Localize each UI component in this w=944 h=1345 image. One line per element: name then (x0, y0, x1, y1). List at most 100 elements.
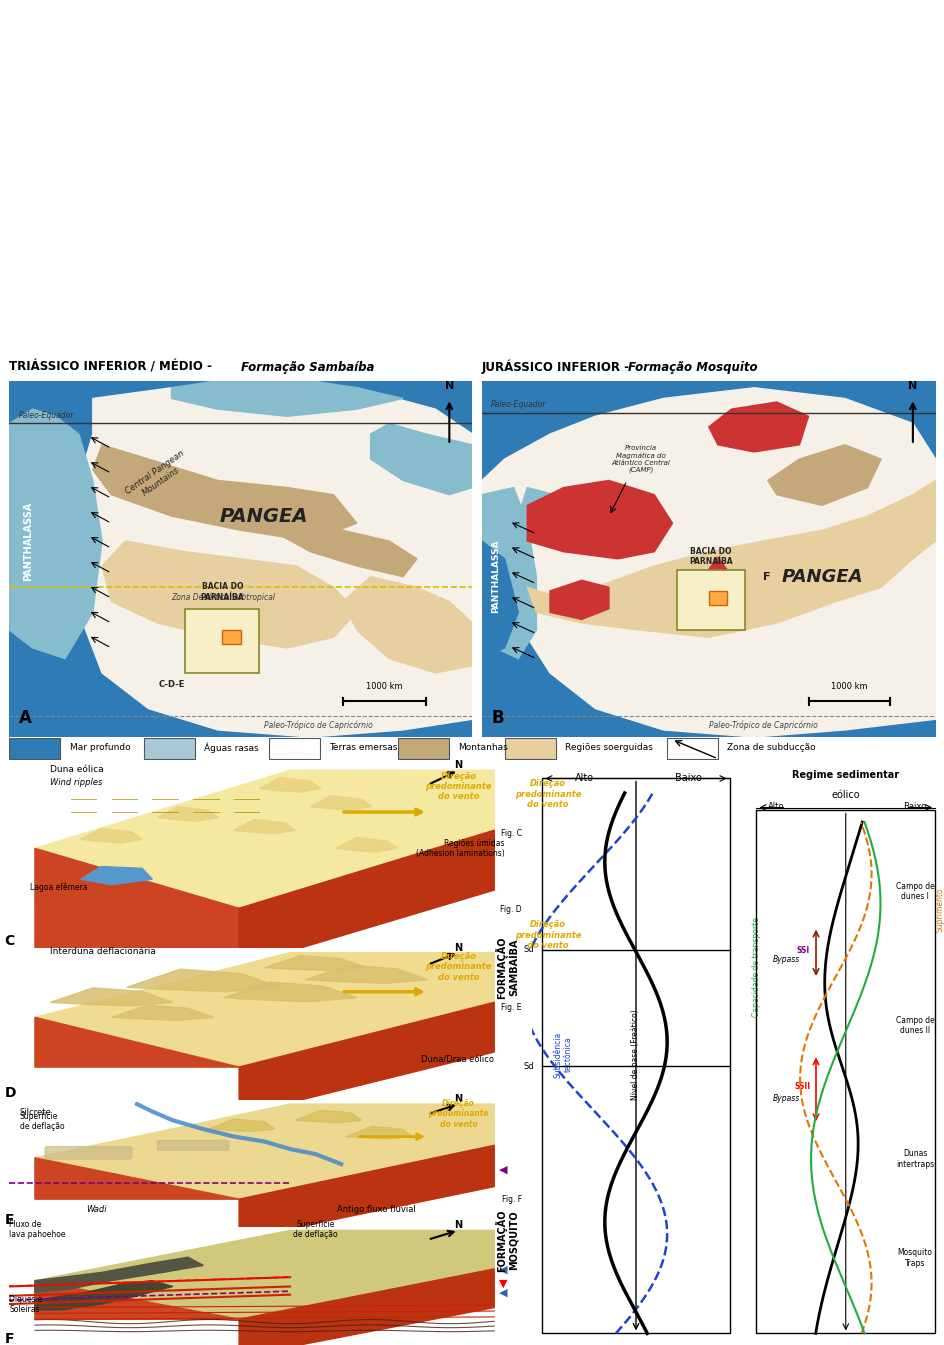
Polygon shape (708, 402, 808, 452)
Text: SSI: SSI (795, 946, 809, 955)
Polygon shape (35, 1104, 494, 1200)
Text: Interduna deflacionária: Interduna deflacionária (50, 947, 156, 956)
Text: Duna/Draa eólico: Duna/Draa eólico (421, 1056, 494, 1064)
Text: Província
Magmática do
Atlântico Central
(CAMP): Província Magmática do Atlântico Central… (611, 445, 669, 473)
Text: Fluxo de
lava pahoehoe: Fluxo de lava pahoehoe (9, 1220, 66, 1239)
Text: Campo de
dunes I: Campo de dunes I (895, 882, 934, 901)
Polygon shape (35, 771, 494, 908)
Text: Central Pangean
Mountains: Central Pangean Mountains (124, 449, 192, 504)
Text: Regiões soerguidas: Regiões soerguidas (565, 744, 652, 752)
Bar (9, 738, 60, 759)
Bar (708, 590, 726, 605)
Polygon shape (305, 966, 428, 983)
Bar (268, 738, 319, 759)
Polygon shape (35, 1280, 173, 1310)
Text: Terras emersas: Terras emersas (329, 744, 396, 752)
Text: Sd: Sd (523, 946, 533, 955)
Text: Nível de base (Freático): Nível de base (Freático) (631, 1009, 640, 1100)
Text: Paleo-Equador: Paleo-Equador (491, 401, 546, 409)
Text: Regime sedimentar: Regime sedimentar (791, 769, 899, 780)
Polygon shape (549, 506, 663, 551)
Text: E: E (5, 1213, 14, 1227)
Polygon shape (50, 987, 173, 1006)
Text: Direção
predominante
do vento: Direção predominante do vento (425, 772, 491, 802)
Text: ▼: ▼ (498, 1279, 507, 1289)
Text: F: F (5, 1332, 14, 1345)
Text: N: N (454, 1093, 462, 1104)
Polygon shape (239, 830, 494, 966)
Polygon shape (111, 1005, 213, 1021)
Text: ◀: ◀ (498, 1289, 507, 1298)
Bar (486, 1112, 502, 1333)
Text: Alto: Alto (574, 772, 593, 783)
Polygon shape (346, 1127, 413, 1139)
Text: FORMAÇÃO
SAMBAÍBA: FORMAÇÃO SAMBAÍBA (495, 936, 518, 998)
Text: JURÁSSICO INFERIOR -: JURÁSSICO INFERIOR - (481, 359, 633, 374)
Text: Sd: Sd (523, 1061, 533, 1071)
Text: Direção
predominante
do vento: Direção predominante do vento (425, 952, 491, 982)
Text: Direção
predominante
do vento: Direção predominante do vento (514, 920, 581, 950)
Text: Dunas
intertraps: Dunas intertraps (895, 1150, 934, 1169)
Text: N: N (454, 1220, 462, 1231)
Polygon shape (35, 849, 239, 966)
Polygon shape (239, 1268, 494, 1345)
Text: N: N (454, 943, 462, 952)
Text: Lagoa efêmera: Lagoa efêmera (30, 882, 88, 892)
Polygon shape (343, 577, 472, 672)
Text: Alto: Alto (767, 802, 784, 811)
Polygon shape (481, 541, 517, 659)
Text: BACIA DO
PARNAÍBA: BACIA DO PARNAÍBA (200, 582, 244, 601)
Text: Águas rasas: Águas rasas (204, 742, 259, 753)
Text: Paleo-Equador: Paleo-Equador (19, 412, 74, 420)
Text: Direção
predominante
do vento: Direção predominante do vento (428, 1099, 488, 1128)
Polygon shape (311, 796, 371, 810)
Polygon shape (126, 970, 279, 991)
Text: Montanhas: Montanhas (458, 744, 508, 752)
Text: Fig. C: Fig. C (500, 829, 521, 838)
Polygon shape (527, 480, 672, 558)
Polygon shape (35, 1017, 239, 1067)
Text: B: B (491, 709, 503, 726)
Bar (676, 569, 744, 629)
Text: SSII: SSII (793, 1083, 809, 1091)
Polygon shape (517, 487, 563, 530)
Polygon shape (370, 424, 472, 495)
Text: Fig. F: Fig. F (501, 1196, 521, 1204)
Text: F: F (763, 572, 770, 581)
Bar (185, 609, 260, 672)
Polygon shape (70, 381, 472, 737)
Polygon shape (549, 580, 608, 620)
Bar (143, 738, 194, 759)
Text: Mar profundo: Mar profundo (70, 744, 130, 752)
Polygon shape (260, 777, 320, 792)
Text: Regiões úmidas
(Adhesion laminations): Regiões úmidas (Adhesion laminations) (415, 839, 504, 858)
Polygon shape (295, 1111, 362, 1123)
Polygon shape (224, 982, 356, 1002)
Text: Bypass: Bypass (772, 955, 799, 963)
Bar (222, 629, 241, 644)
Text: Paleo-Trópico de Capricórnio: Paleo-Trópico de Capricórnio (264, 721, 373, 730)
Text: Formação Mosquito: Formação Mosquito (628, 360, 757, 374)
Polygon shape (278, 516, 416, 577)
Text: PANGEA: PANGEA (781, 568, 862, 585)
Polygon shape (35, 1158, 239, 1200)
Text: Capacidade de transporte: Capacidade de transporte (751, 917, 760, 1017)
Text: 1000 km: 1000 km (366, 682, 402, 691)
Text: Baixo: Baixo (674, 772, 700, 783)
Polygon shape (336, 838, 396, 851)
Text: PANTHALASSA: PANTHALASSA (491, 539, 499, 613)
Text: Fig. E: Fig. E (500, 1003, 521, 1013)
Text: Direção
predominante
do vento: Direção predominante do vento (514, 779, 581, 808)
Text: TRIÁSSICO INFERIOR / MÉDIO -: TRIÁSSICO INFERIOR / MÉDIO - (9, 360, 216, 374)
Polygon shape (158, 807, 218, 820)
Text: Mosquito
Traps: Mosquito Traps (897, 1248, 932, 1267)
Polygon shape (264, 955, 366, 971)
Text: ◀: ◀ (498, 1264, 507, 1275)
Polygon shape (9, 409, 102, 659)
Polygon shape (35, 1231, 494, 1319)
Polygon shape (171, 381, 402, 417)
Text: C: C (5, 933, 14, 948)
FancyBboxPatch shape (45, 1146, 132, 1159)
Text: FORMAÇÃO
MOSQUITO: FORMAÇÃO MOSQUITO (495, 1209, 518, 1271)
Text: Wadi: Wadi (86, 1205, 107, 1213)
